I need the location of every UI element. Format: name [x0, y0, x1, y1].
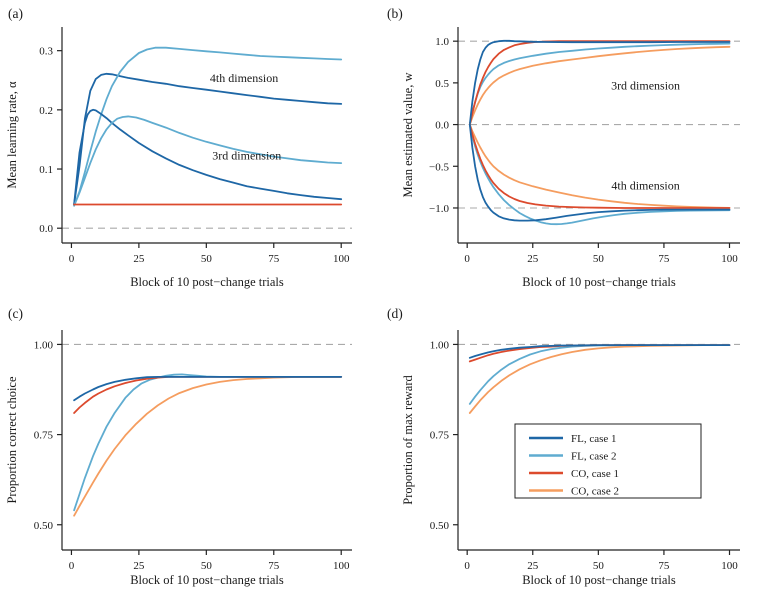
series-line — [73, 108, 343, 206]
x-tick-label: 100 — [721, 560, 738, 572]
x-tick-label: 25 — [527, 560, 539, 572]
y-tick-label: 0.75 — [34, 430, 54, 442]
panel-c-chart: 0 25 50 75 100 1.00 0.75 0.50 Block of 10 post−c… — [5, 306, 352, 587]
series-line — [73, 376, 343, 517]
x-tick-label: 50 — [201, 560, 213, 572]
curve-annotation: 3rd dimension — [212, 149, 281, 163]
series-line — [468, 39, 731, 126]
series-line — [468, 123, 731, 209]
y-axis-title: Mean estimated value, w — [401, 73, 415, 198]
series-line — [468, 42, 731, 126]
y-tick-label: 0.0 — [39, 223, 53, 235]
x-tick-label: 75 — [658, 253, 670, 265]
x-tick-label: 50 — [593, 253, 605, 265]
x-tick-label: 0 — [69, 253, 75, 265]
panel-label: (b) — [387, 6, 403, 21]
panel-label: (d) — [387, 306, 403, 321]
y-tick-label: 0.3 — [39, 46, 53, 58]
legend-label: FL, case 2 — [571, 451, 617, 463]
x-tick-label: 25 — [133, 253, 145, 265]
y-tick-label: 0.0 — [435, 120, 449, 132]
x-tick-label: 100 — [333, 253, 350, 265]
y-tick-label: 0.2 — [39, 105, 53, 117]
x-tick-label: 0 — [69, 560, 75, 572]
series-line — [468, 45, 731, 126]
panel-label: (a) — [8, 6, 23, 21]
series-line — [73, 115, 343, 207]
series-line — [73, 72, 343, 206]
legend-label: CO, case 1 — [571, 468, 619, 480]
y-tick-label: 0.50 — [430, 520, 450, 532]
y-tick-label: 1.00 — [34, 339, 54, 351]
series-line — [73, 373, 343, 512]
x-tick-label: 25 — [133, 560, 145, 572]
x-axis-title: Block of 10 post−change trials — [130, 275, 284, 289]
x-axis-title: Block of 10 post−change trials — [522, 275, 676, 289]
curve-annotation: 4th dimension — [611, 179, 679, 193]
legend-label: FL, case 1 — [571, 433, 617, 445]
y-axis-title: Mean learning rate, α — [5, 81, 19, 189]
y-tick-label: 0.1 — [39, 164, 53, 176]
curve-annotation: 4th dimension — [210, 71, 278, 85]
panel-d-chart: 0 25 50 75 100 1.00 0.75 0.50 Block of 10 post−c… — [387, 306, 740, 587]
x-tick-label: 75 — [268, 560, 280, 572]
y-axis-title: Proportion correct choice — [5, 376, 19, 503]
x-tick-label: 0 — [464, 253, 470, 265]
panel-b-chart: 0 25 50 75 100 1.0 0.5 0.0 −0.5 −1.0 Block of 10 p… — [387, 6, 740, 289]
y-tick-label: 1.00 — [430, 339, 450, 351]
x-tick-label: 75 — [268, 253, 280, 265]
x-tick-label: 25 — [527, 253, 539, 265]
curve-annotation: 3rd dimension — [611, 79, 680, 93]
y-axis-title: Proportion of max reward — [401, 375, 415, 505]
x-tick-label: 0 — [464, 560, 470, 572]
x-tick-label: 75 — [658, 560, 670, 572]
series-line — [468, 40, 731, 126]
y-tick-label: −0.5 — [429, 161, 449, 173]
panel-label: (c) — [8, 306, 23, 321]
series-line — [468, 123, 731, 222]
series-line — [73, 376, 343, 402]
series-line — [468, 123, 731, 226]
y-tick-label: 0.75 — [430, 430, 450, 442]
x-axis-title: Block of 10 post−change trials — [522, 573, 676, 587]
x-tick-label: 50 — [201, 253, 213, 265]
y-tick-label: 1.0 — [435, 36, 449, 48]
y-tick-label: 0.5 — [435, 78, 449, 90]
x-tick-label: 100 — [333, 560, 350, 572]
series-line — [468, 344, 731, 414]
x-tick-label: 100 — [721, 253, 738, 265]
series-line — [73, 46, 343, 207]
panel-a-chart: 0 25 50 75 100 0.0 0.1 0.2 0.3 Block of 10 post−c… — [5, 6, 352, 289]
legend-label: CO, case 2 — [571, 486, 619, 498]
legend-box — [514, 423, 702, 499]
x-axis-title: Block of 10 post−change trials — [130, 573, 284, 587]
series-line — [468, 344, 731, 405]
y-tick-label: −1.0 — [429, 203, 449, 215]
y-tick-label: 0.50 — [34, 520, 54, 532]
series-line — [468, 344, 731, 359]
x-tick-label: 50 — [593, 560, 605, 572]
series-line — [468, 123, 731, 209]
